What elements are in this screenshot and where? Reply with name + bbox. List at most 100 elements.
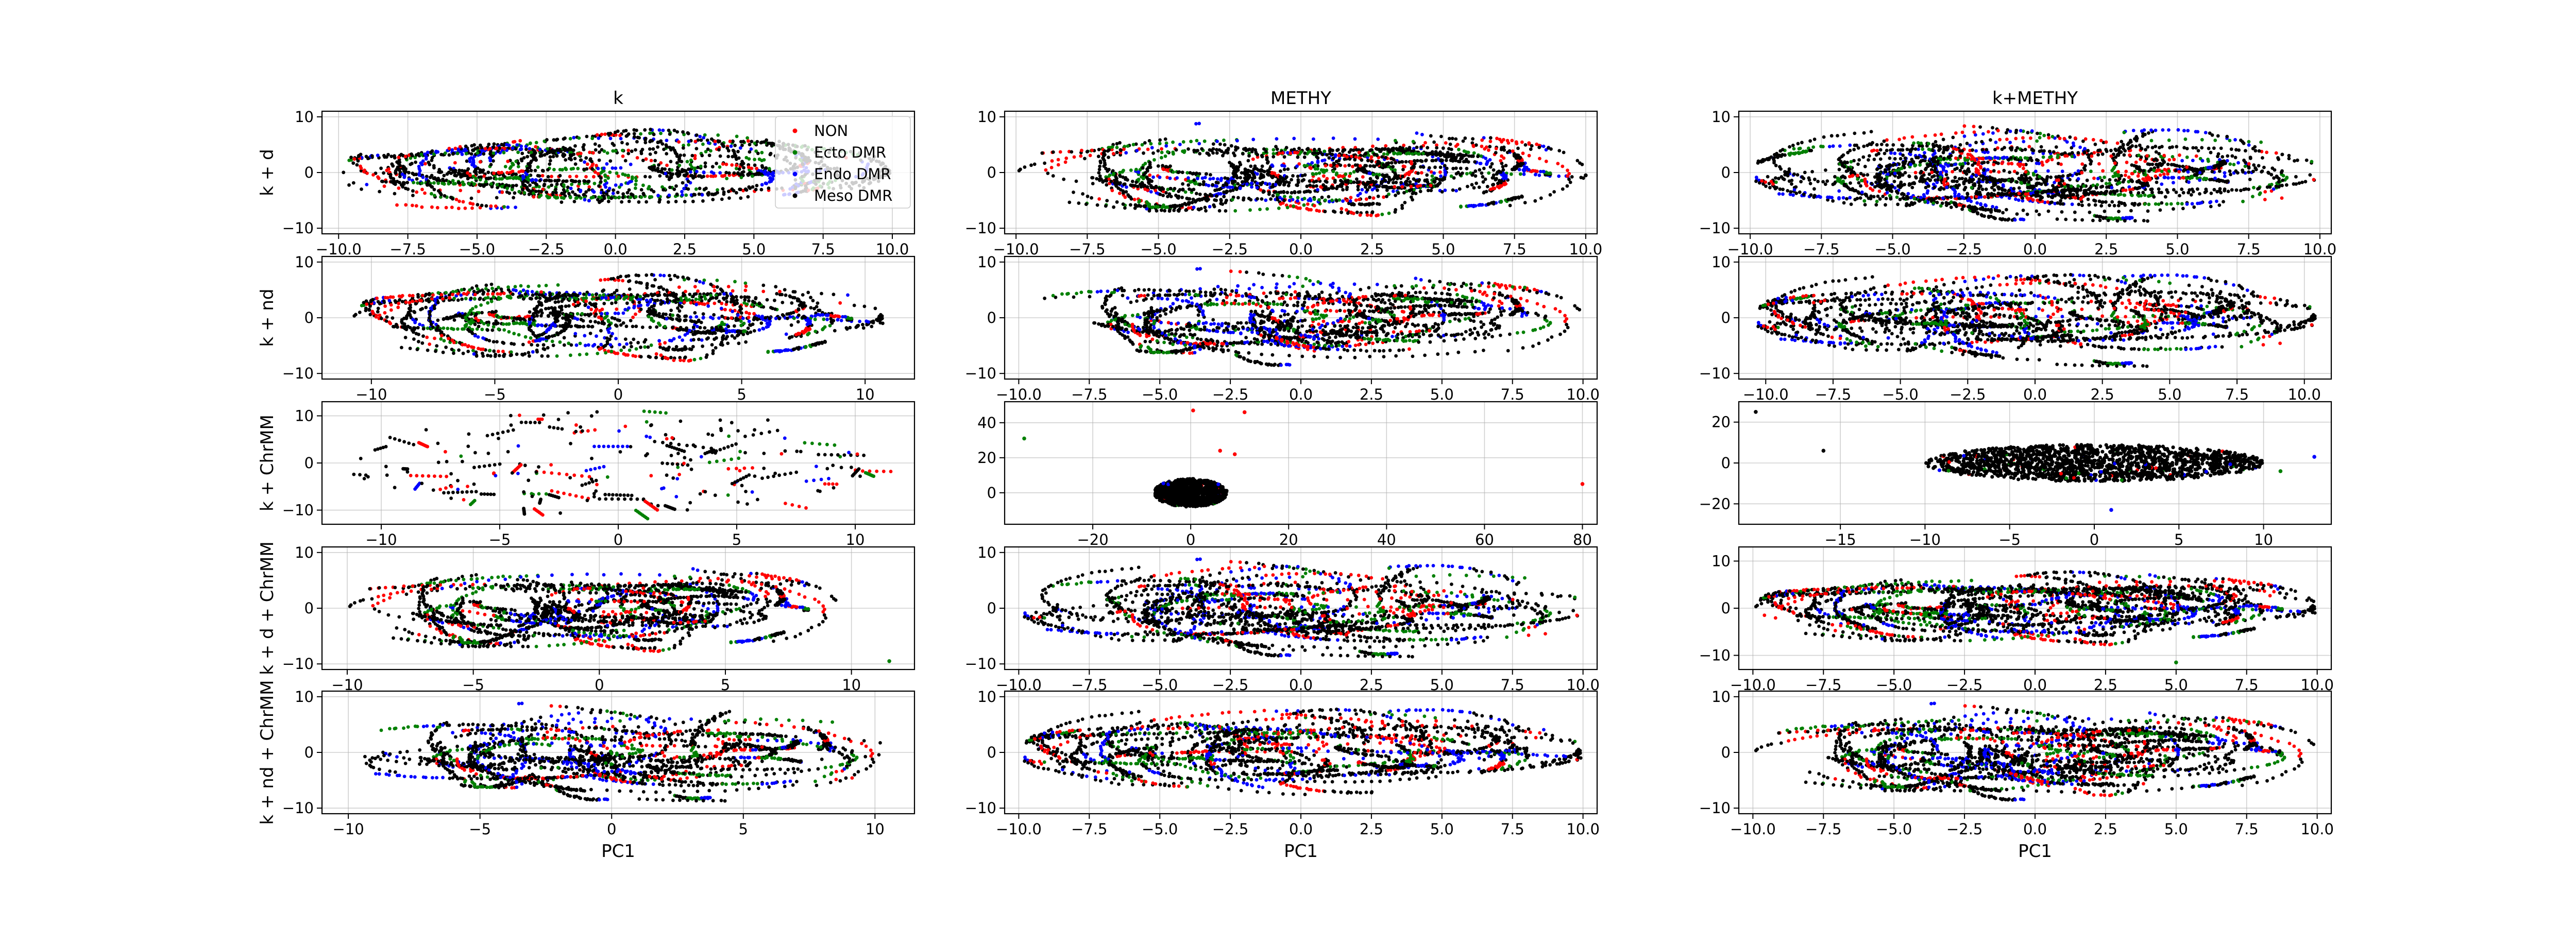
data-point	[548, 155, 552, 159]
data-point	[1247, 147, 1251, 151]
data-point	[706, 141, 710, 145]
data-point	[646, 187, 650, 191]
data-point	[537, 190, 541, 193]
data-point	[474, 177, 478, 180]
data-point	[442, 174, 446, 178]
data-point	[1547, 146, 1550, 150]
data-point	[2007, 196, 2011, 200]
data-point	[1483, 177, 1487, 181]
data-point	[511, 146, 515, 150]
x-tick-label: 2.5	[673, 241, 697, 258]
data-point	[571, 167, 575, 170]
data-point	[2092, 151, 2096, 154]
data-point	[1304, 190, 1309, 194]
data-point	[1226, 177, 1230, 181]
data-point	[1312, 197, 1316, 201]
data-point	[1272, 148, 1276, 152]
data-point	[590, 164, 594, 168]
data-point	[1296, 175, 1300, 178]
data-point	[1317, 209, 1321, 213]
data-point	[606, 176, 610, 180]
data-point	[2212, 187, 2216, 192]
data-point	[1272, 152, 1276, 156]
data-point	[538, 154, 543, 158]
x-tick-label: −2.5	[1212, 241, 1248, 258]
data-point	[1098, 174, 1102, 178]
data-point	[462, 182, 466, 186]
data-point	[677, 140, 681, 144]
data-point	[605, 151, 609, 155]
data-point	[1888, 194, 1892, 198]
data-point	[1362, 166, 1366, 170]
data-point	[2171, 155, 2175, 159]
data-point	[385, 168, 389, 173]
data-point	[1417, 178, 1421, 182]
data-point	[1949, 195, 1953, 199]
data-point	[1500, 154, 1503, 158]
data-point	[706, 147, 710, 151]
data-point	[1492, 200, 1496, 204]
data-point	[1523, 143, 1528, 147]
data-point	[414, 204, 418, 208]
data-point	[447, 182, 451, 186]
data-point	[1137, 203, 1141, 208]
data-point	[1051, 174, 1055, 178]
data-point	[740, 170, 744, 175]
data-point	[1418, 184, 1422, 187]
data-point	[1876, 194, 1880, 198]
data-point	[1496, 184, 1500, 188]
data-point	[750, 166, 754, 170]
data-point	[620, 141, 624, 145]
data-point	[487, 142, 491, 146]
data-point	[1224, 149, 1228, 153]
data-point	[1235, 176, 1239, 180]
data-point	[1508, 203, 1512, 208]
data-point	[1462, 160, 1466, 164]
data-point	[1365, 188, 1369, 192]
data-point	[626, 151, 631, 156]
data-point	[573, 162, 578, 166]
data-point	[545, 138, 549, 142]
data-point	[1311, 184, 1315, 188]
data-point	[1339, 179, 1343, 183]
data-point	[2021, 209, 2025, 212]
data-point	[1537, 145, 1541, 149]
data-point	[1188, 201, 1192, 205]
y-tick-label: 10	[977, 108, 996, 126]
data-point	[1482, 166, 1486, 170]
data-point	[1244, 147, 1247, 150]
data-point	[1286, 167, 1290, 171]
data-point	[1369, 160, 1374, 163]
data-point	[725, 146, 730, 150]
data-point	[1146, 188, 1149, 192]
data-point	[738, 187, 742, 192]
data-point	[762, 158, 766, 162]
data-point	[1480, 171, 1484, 175]
data-point	[1567, 177, 1571, 181]
data-point	[1109, 179, 1113, 183]
data-point	[714, 174, 717, 178]
data-point	[1105, 179, 1109, 183]
data-point	[1132, 198, 1137, 201]
data-point	[550, 175, 553, 179]
data-point	[1893, 151, 1897, 156]
data-point	[516, 150, 520, 154]
data-point	[586, 180, 590, 183]
data-point	[497, 170, 501, 175]
data-point	[1282, 198, 1286, 202]
data-point	[1419, 145, 1423, 149]
data-point	[1131, 143, 1136, 147]
data-point	[2039, 145, 2043, 149]
data-point	[398, 181, 401, 184]
data-point	[1345, 185, 1349, 190]
data-point	[1447, 147, 1451, 151]
data-point	[1166, 195, 1170, 198]
data-point	[393, 182, 397, 186]
data-point	[1192, 171, 1196, 176]
data-point	[2120, 140, 2124, 144]
data-point	[1921, 147, 1925, 151]
data-point	[634, 176, 638, 180]
data-point	[565, 188, 569, 193]
data-point	[1404, 152, 1409, 156]
